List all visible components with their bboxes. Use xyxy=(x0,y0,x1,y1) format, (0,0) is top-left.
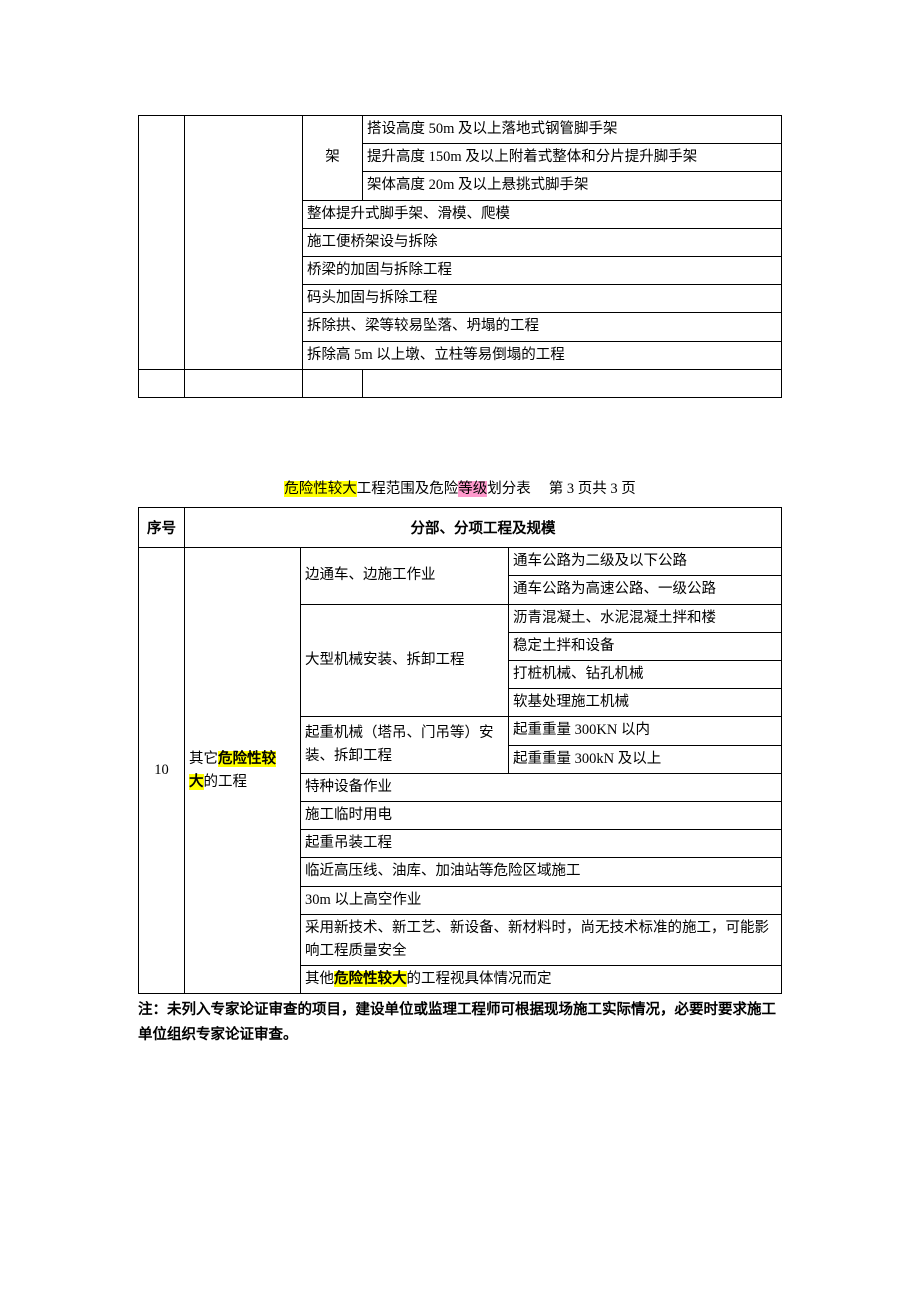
cell-detail: 架体高度 20m 及以上悬挑式脚手架 xyxy=(363,172,782,200)
table-row: 10 其它危险性较大的工程 边通车、边施工作业 通车公路为二级及以下公路 xyxy=(139,548,782,576)
cell-span: 桥梁的加固与拆除工程 xyxy=(303,256,782,284)
cell-empty xyxy=(363,369,782,397)
table-2: 序号 分部、分项工程及规模 10 其它危险性较大的工程 边通车、边施工作业 通车… xyxy=(138,507,782,994)
cell-category: 其它危险性较大的工程 xyxy=(185,548,301,994)
cell-cat-empty xyxy=(185,116,303,370)
cell-empty xyxy=(139,369,185,397)
cell-span: 拆除拱、梁等较易坠落、坍塌的工程 xyxy=(303,313,782,341)
cell-detail: 沥青混凝土、水泥混凝土拌和楼 xyxy=(509,604,782,632)
caption-highlight-pink: 等级 xyxy=(458,481,487,497)
cell-detail: 软基处理施工机械 xyxy=(509,689,782,717)
cell-detail: 稳定土拌和设备 xyxy=(509,632,782,660)
cell-span: 拆除高 5m 以上墩、立柱等易倒塌的工程 xyxy=(303,341,782,369)
cell-detail: 起重重量 300kN 及以上 xyxy=(509,745,782,773)
span-highlight: 危险性较大 xyxy=(334,971,407,987)
table-caption: 危险性较大工程范围及危险等级划分表 第 3 页共 3 页 xyxy=(138,478,782,501)
cell-sub: 边通车、边施工作业 xyxy=(301,548,509,604)
cell-detail: 提升高度 150m 及以上附着式整体和分片提升脚手架 xyxy=(363,144,782,172)
cell-span-highlighted: 其他危险性较大的工程视具体情况而定 xyxy=(301,966,782,994)
cell-detail: 打桩机械、钻孔机械 xyxy=(509,661,782,689)
cell-span: 码头加固与拆除工程 xyxy=(303,285,782,313)
cell-empty xyxy=(185,369,303,397)
cell-detail: 通车公路为二级及以下公路 xyxy=(509,548,782,576)
table-header-row: 序号 分部、分项工程及规模 xyxy=(139,508,782,548)
cell-detail: 起重重量 300KN 以内 xyxy=(509,717,782,745)
category-highlight-2: 大 xyxy=(189,774,204,790)
cell-span: 特种设备作业 xyxy=(301,773,782,801)
cell-span: 施工便桥架设与拆除 xyxy=(303,228,782,256)
cell-span: 整体提升式脚手架、滑模、爬模 xyxy=(303,200,782,228)
cell-sub-jia: 架 xyxy=(303,116,363,201)
caption-highlight-yellow: 危险性较大 xyxy=(284,481,357,497)
page-info: 第 3 页共 3 页 xyxy=(549,481,636,497)
footnote: 注：未列入专家论证审查的项目，建设单位或监理工程师可根据现场施工实际情况，必要时… xyxy=(138,998,782,1047)
header-num: 序号 xyxy=(139,508,185,548)
table-1: 架 搭设高度 50m 及以上落地式钢管脚手架 提升高度 150m 及以上附着式整… xyxy=(138,115,782,398)
cell-span: 施工临时用电 xyxy=(301,801,782,829)
cell-span: 起重吊装工程 xyxy=(301,830,782,858)
cell-span: 采用新技术、新工艺、新设备、新材料时，尚无技术标准的施工，可能影响工程质量安全 xyxy=(301,914,782,965)
cell-empty xyxy=(303,369,363,397)
table-row-empty xyxy=(139,369,782,397)
table-row: 架 搭设高度 50m 及以上落地式钢管脚手架 xyxy=(139,116,782,144)
caption-text: 危险性较大工程范围及危险等级划分表 xyxy=(284,481,531,497)
cell-sub: 起重机械（塔吊、门吊等）安装、拆卸工程 xyxy=(301,717,509,773)
cell-num: 10 xyxy=(139,548,185,994)
cell-span: 30m 以上高空作业 xyxy=(301,886,782,914)
category-highlight-1: 危险性较 xyxy=(218,751,276,767)
header-main: 分部、分项工程及规模 xyxy=(185,508,782,548)
cell-detail: 通车公路为高速公路、一级公路 xyxy=(509,576,782,604)
cell-sub: 大型机械安装、拆卸工程 xyxy=(301,604,509,717)
cell-detail: 搭设高度 50m 及以上落地式钢管脚手架 xyxy=(363,116,782,144)
cell-span: 临近高压线、油库、加油站等危险区域施工 xyxy=(301,858,782,886)
cell-num-empty xyxy=(139,116,185,370)
